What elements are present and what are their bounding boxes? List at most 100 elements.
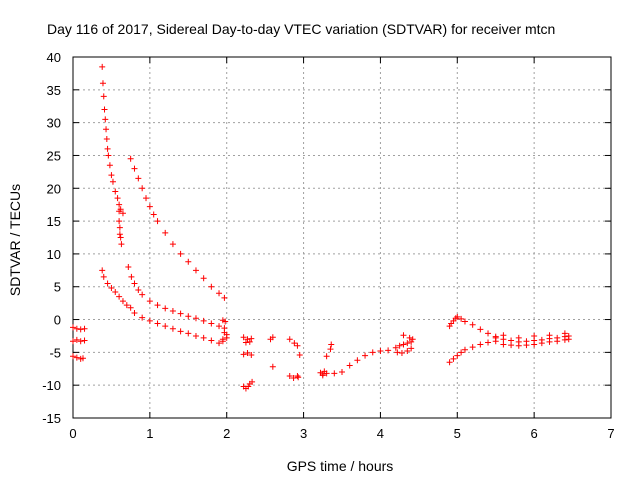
data-point <box>109 178 116 185</box>
data-point <box>139 314 146 321</box>
data-point <box>398 350 405 357</box>
data-point <box>538 340 545 347</box>
data-point <box>248 335 255 342</box>
data-point <box>406 334 413 341</box>
y-tick-label: -10 <box>42 378 61 393</box>
data-point <box>112 288 119 295</box>
data-point <box>117 234 124 241</box>
data-point <box>561 330 568 337</box>
data-point <box>154 218 161 225</box>
data-point <box>108 172 115 179</box>
y-tick-label: 15 <box>47 214 61 229</box>
data-point <box>139 291 146 298</box>
data-point <box>244 350 251 357</box>
data-point <box>162 323 169 330</box>
data-point <box>106 162 113 169</box>
data-point <box>119 298 126 305</box>
data-point <box>216 290 223 297</box>
data-point <box>104 280 111 287</box>
data-point <box>404 340 411 347</box>
data-point <box>116 231 123 238</box>
data-point <box>400 341 407 348</box>
data-point <box>200 275 207 282</box>
data-point <box>102 116 109 123</box>
x-tick-label: 6 <box>531 426 538 441</box>
data-point <box>131 165 138 172</box>
data-point <box>79 355 86 362</box>
data-point <box>523 342 530 349</box>
data-point <box>105 152 112 159</box>
data-point <box>240 351 247 358</box>
data-point <box>216 340 223 347</box>
data-point <box>328 341 335 348</box>
data-point <box>114 195 121 202</box>
y-axis-label: SDTVAR / TECUs <box>7 184 23 296</box>
data-point <box>146 203 153 210</box>
data-point <box>531 332 538 339</box>
data-point <box>216 323 223 330</box>
data-point <box>185 313 192 320</box>
data-point <box>295 374 302 381</box>
data-point <box>131 309 138 316</box>
data-point <box>146 298 153 305</box>
x-tick-label: 5 <box>454 426 461 441</box>
data-point <box>249 378 256 385</box>
data-point <box>469 321 476 328</box>
data-point <box>200 317 207 324</box>
data-point <box>286 372 293 379</box>
y-tick-label: 5 <box>54 280 61 295</box>
data-point <box>100 93 107 100</box>
data-point <box>127 155 134 162</box>
data-point <box>116 208 123 215</box>
data-point <box>291 340 298 347</box>
data-point <box>169 241 176 248</box>
data-point <box>294 342 301 349</box>
x-axis-ticks: 0 1 2 3 4 5 6 7 <box>69 57 615 441</box>
data-point <box>223 331 230 338</box>
data-point <box>146 317 153 324</box>
data-point <box>362 352 369 359</box>
data-point <box>485 330 492 337</box>
data-point <box>458 349 465 356</box>
data-point <box>135 287 142 294</box>
data-point <box>377 348 384 355</box>
chart-title: Day 116 of 2017, Sidereal Day-to-day VTE… <box>47 21 555 37</box>
data-point <box>200 334 207 341</box>
data-point <box>396 342 403 349</box>
data-point <box>409 336 416 343</box>
data-point <box>296 351 303 358</box>
data-point <box>242 339 249 346</box>
data-point <box>531 341 538 348</box>
data-point <box>561 336 568 343</box>
y-tick-label: 25 <box>47 148 61 163</box>
data-point <box>139 185 146 192</box>
data-point <box>565 336 572 343</box>
x-tick-label: 1 <box>146 426 153 441</box>
data-point <box>185 258 192 265</box>
data-point <box>221 294 228 301</box>
data-point <box>346 362 353 369</box>
data-point <box>77 338 84 345</box>
data-point <box>118 241 125 248</box>
data-point <box>162 305 169 312</box>
data-point <box>100 273 107 280</box>
data-point <box>515 334 522 341</box>
data-point <box>219 336 226 343</box>
data-point <box>150 211 157 218</box>
data-point <box>192 332 199 339</box>
data-point <box>319 371 326 378</box>
data-point <box>116 218 123 225</box>
data-point <box>240 334 247 341</box>
data-point <box>446 359 453 366</box>
plot-frame <box>72 56 612 419</box>
data-point <box>77 326 84 333</box>
data-point <box>73 336 80 343</box>
data-point <box>369 349 376 356</box>
x-tick-label: 4 <box>377 426 384 441</box>
y-tick-label: 40 <box>47 50 61 65</box>
data-point <box>99 63 106 70</box>
data-points <box>70 63 572 392</box>
data-point <box>294 372 301 379</box>
data-point <box>554 338 561 345</box>
